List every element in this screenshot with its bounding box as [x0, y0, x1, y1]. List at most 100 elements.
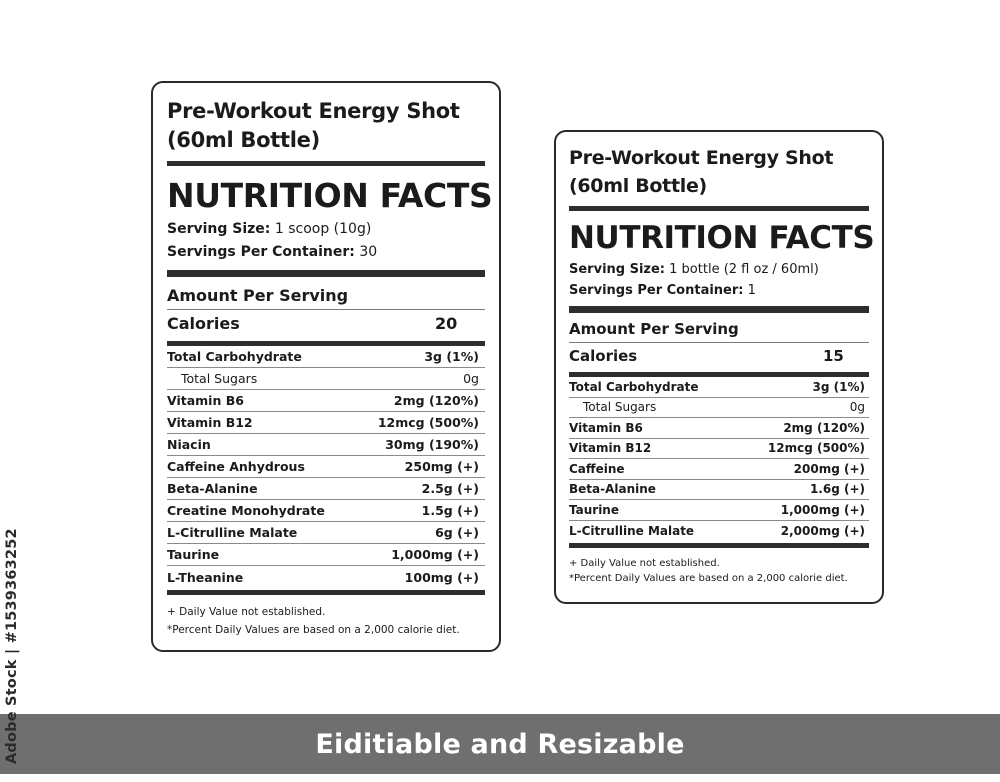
nutrient-value: 1.5g (+)	[421, 503, 479, 518]
calories-label: Calories	[167, 314, 240, 333]
amount-per-serving: Amount Per Serving	[167, 286, 349, 305]
nutrient-name: Vitamin B6	[167, 393, 244, 408]
nutrient-row: Beta-Alanine 2.5g (+)	[167, 478, 485, 500]
nutrient-name: L-Citrulline Malate	[167, 525, 298, 540]
nutrient-value: 3g (1%)	[424, 349, 479, 364]
servings-per-container-value: 1	[747, 283, 756, 298]
serving-size: Serving Size: 1 bottle (2 fl oz / 60ml)	[569, 259, 869, 280]
nutrient-value: 100mg (+)	[404, 569, 479, 585]
serving-size-label: Serving Size:	[167, 221, 271, 237]
serving-size: Serving Size: 1 scoop (10g)	[167, 218, 485, 241]
nutrient-value: 3g (1%)	[812, 379, 865, 394]
banner-text: Eiditiable and Resizable	[315, 728, 685, 760]
nutrient-row: Caffeine Anhydrous 250mg (+)	[167, 456, 485, 478]
servings-per-container-label: Servings Per Container:	[569, 283, 744, 298]
nutrient-value: 6g (+)	[435, 525, 479, 540]
serving-size-value: 1 scoop (10g)	[274, 221, 372, 237]
product-title-line2: (60ml Bottle)	[569, 175, 707, 197]
nutrient-row: Vitamin B6 2mg (120%)	[167, 390, 485, 412]
nutrition-label-large: Pre-Workout Energy Shot (60ml Bottle) NU…	[151, 81, 501, 652]
nutrient-value: 200mg (+)	[793, 461, 865, 476]
servings-per-container-value: 30	[359, 244, 378, 260]
nutrient-row: Beta-Alanine 1.6g (+)	[569, 480, 869, 500]
divider-bar	[167, 590, 485, 595]
divider-line	[167, 309, 485, 310]
nutrient-row: L-Citrulline Malate 6g (+)	[167, 522, 485, 544]
divider-bar	[167, 270, 485, 277]
nutrient-name: Taurine	[569, 502, 619, 517]
bottom-banner: Eiditiable and Resizable	[0, 714, 1000, 774]
nutrient-name: Total Carbohydrate	[569, 379, 699, 394]
divider-line	[569, 342, 869, 343]
nutrient-list: Total Carbohydrate 3g (1%) Total Sugars 0g…	[167, 346, 485, 588]
nutrient-row: Creatine Monohydrate 1.5g (+)	[167, 500, 485, 522]
nutrient-row: Total Carbohydrate 3g (1%)	[167, 346, 485, 368]
nutrient-list: Total Carbohydrate 3g (1%) Total Sugars 0g…	[569, 377, 869, 541]
nutrient-name: Vitamin B12	[167, 415, 253, 430]
nutrient-row: Taurine 1,000mg (+)	[569, 500, 869, 521]
nutrient-name: Niacin	[167, 437, 211, 452]
product-title: Pre-Workout Energy Shot (60ml Bottle)	[167, 97, 485, 155]
nutrient-name: Caffeine Anhydrous	[167, 459, 305, 474]
calories-value: 15	[823, 347, 844, 365]
nutrient-name: L-Theanine	[167, 569, 244, 585]
nutrient-row: Total Carbohydrate 3g (1%)	[569, 377, 869, 398]
nutrient-name: Total Sugars	[583, 400, 657, 415]
nutrient-name: Vitamin B6	[569, 420, 643, 435]
product-title-line1: Pre-Workout Energy Shot	[167, 99, 460, 123]
nutrient-value: 0g	[463, 371, 479, 386]
divider-bar	[569, 306, 869, 313]
divider-bar	[167, 161, 485, 166]
servings-per-container: Servings Per Container: 30	[167, 241, 485, 264]
nutrient-row: Caffeine 200mg (+)	[569, 459, 869, 480]
footnote-percent: *Percent Daily Values are based on a 2,0…	[167, 624, 460, 636]
nutrient-row: Vitamin B12 12mcg (500%)	[569, 439, 869, 459]
nutrient-row: Niacin 30mg (190%)	[167, 434, 485, 456]
nutrient-value: 1.6g (+)	[809, 482, 865, 497]
nutrient-name: Creatine Monohydrate	[167, 503, 325, 518]
nutrient-row: Total Sugars 0g	[167, 368, 485, 390]
footnote-percent: *Percent Daily Values are based on a 2,0…	[569, 573, 848, 584]
nutrient-value: 12mcg (500%)	[767, 441, 865, 456]
calories-label: Calories	[569, 347, 638, 365]
product-title-line1: Pre-Workout Energy Shot	[569, 147, 834, 169]
nutrient-name: Taurine	[167, 547, 220, 562]
serving-size-label: Serving Size:	[569, 262, 666, 277]
nutrient-name: Total Sugars	[181, 371, 258, 386]
nutrition-label-small: Pre-Workout Energy Shot (60ml Bottle) NU…	[554, 130, 884, 604]
product-title: Pre-Workout Energy Shot (60ml Bottle)	[569, 144, 869, 200]
nutrient-value: 2,000mg (+)	[780, 523, 865, 538]
footnote-dv: + Daily Value not established.	[569, 558, 720, 569]
nutrient-value: 2mg (120%)	[393, 393, 479, 408]
nutrient-name: Total Carbohydrate	[167, 349, 302, 364]
nutrient-value: 2.5g (+)	[421, 481, 479, 496]
nutrient-row: L-Theanine 100mg (+)	[167, 566, 485, 588]
nutrient-value: 1,000mg (+)	[780, 502, 865, 517]
nutrient-row: Vitamin B12 12mcg (500%)	[167, 412, 485, 434]
nutrient-row: Taurine 1,000mg (+)	[167, 544, 485, 566]
nutrient-row: Vitamin B6 2mg (120%)	[569, 418, 869, 439]
nutrient-value: 1,000mg (+)	[391, 547, 479, 562]
nutrition-facts-heading: NUTRITION FACTS	[167, 176, 493, 215]
nutrient-value: 12mcg (500%)	[377, 415, 479, 430]
calories-value: 20	[435, 314, 458, 333]
nutrient-row: Total Sugars 0g	[569, 398, 869, 418]
calories-row: Calories 20	[167, 310, 485, 338]
nutrient-value: 0g	[849, 400, 865, 415]
nutrient-value: 2mg (120%)	[783, 420, 865, 435]
servings-per-container-label: Servings Per Container:	[167, 244, 355, 260]
stock-watermark-id: Adobe Stock | #1539363252	[4, 528, 20, 764]
serving-size-value: 1 bottle (2 fl oz / 60ml)	[669, 262, 819, 277]
divider-bar	[569, 543, 869, 548]
nutrient-name: Beta-Alanine	[569, 482, 656, 497]
nutrient-value: 250mg (+)	[404, 459, 479, 474]
nutrient-name: Caffeine	[569, 461, 625, 476]
calories-row: Calories 15	[569, 343, 869, 370]
divider-bar	[167, 341, 485, 346]
divider-bar	[569, 372, 869, 377]
nutrient-name: L-Citrulline Malate	[569, 523, 695, 538]
nutrition-facts-heading: NUTRITION FACTS	[569, 220, 875, 256]
servings-per-container: Servings Per Container: 1	[569, 280, 869, 301]
nutrient-name: Vitamin B12	[569, 441, 652, 456]
nutrient-value: 30mg (190%)	[385, 437, 479, 452]
